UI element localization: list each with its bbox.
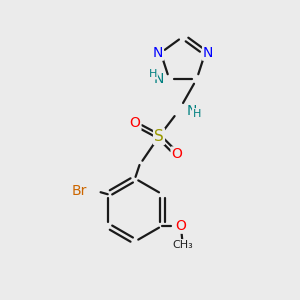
Text: H: H xyxy=(148,68,157,79)
Text: O: O xyxy=(176,219,186,233)
Text: O: O xyxy=(172,148,182,161)
Text: CH₃: CH₃ xyxy=(172,240,193,250)
Text: N: N xyxy=(153,46,163,60)
Text: O: O xyxy=(130,116,140,130)
Text: N: N xyxy=(203,46,213,60)
Text: S: S xyxy=(154,129,164,144)
Text: N: N xyxy=(154,72,164,86)
Text: Br: Br xyxy=(71,184,87,198)
Text: N: N xyxy=(187,104,197,118)
Text: H: H xyxy=(193,109,201,119)
